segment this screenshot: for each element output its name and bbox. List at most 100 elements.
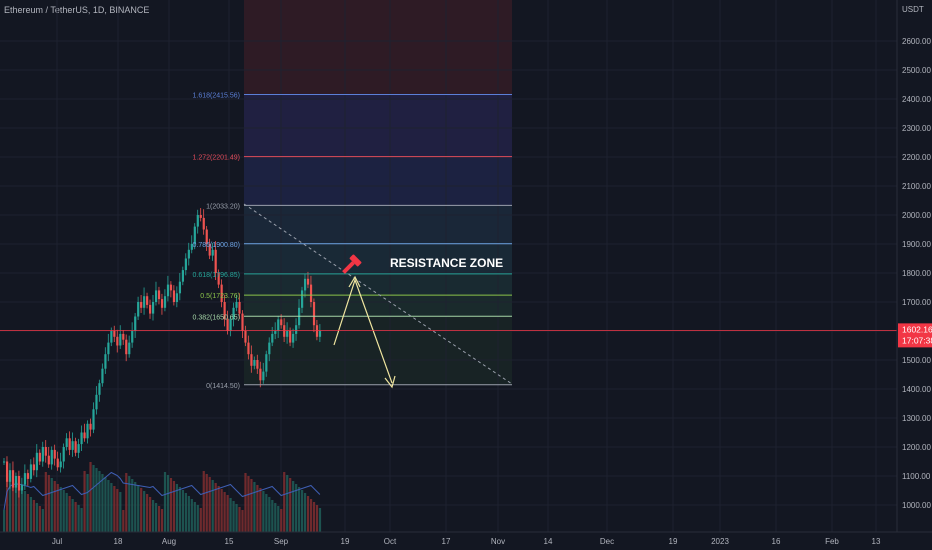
volume-bar [157,506,161,532]
volume-bar [199,508,202,532]
volume-bar [29,497,33,532]
candle-body [187,249,190,259]
candle-body [229,319,232,331]
candle-body [8,470,12,482]
candle-body [98,383,101,395]
volume-bar [259,488,262,532]
candle-body [113,331,116,337]
candle-body [205,229,208,244]
volume-bar [312,502,316,532]
price-tick-label: 1400.00 [902,385,931,394]
volume-bar [280,509,283,532]
candle-body [137,302,140,317]
candle-body [312,302,316,326]
candles [3,208,322,498]
volume-bar [271,500,274,532]
volume-bar [235,504,238,532]
volume-bar [83,471,86,532]
time-tick-label: Feb [825,537,839,546]
volume-bar [241,510,244,532]
volume-bar [74,502,77,532]
price-tick-label: 1500.00 [902,356,931,365]
volume-bar [56,484,59,532]
volume-bar [35,503,38,532]
candle-body [41,447,44,462]
volume-bar [223,492,226,532]
volume-bar [303,493,307,532]
candle-body [143,296,146,308]
volume-bar [110,483,113,532]
time-axis[interactable]: Jul 18 Aug 15 Sep 19 Oct 17 Nov 14 Dec 19 2023 16 Feb 1… [0,531,932,546]
price-tick-label: 2300.00 [902,124,931,133]
fib-label: 0.786(1900.80) [193,242,240,249]
volume-ma-line [3,471,321,511]
volume-bar [309,499,313,532]
volume-bar [253,482,256,532]
fib-label: 1(2033.20) [206,203,240,210]
candle-body [274,331,277,334]
volume-bar [315,505,319,532]
candle-body [154,290,158,302]
time-tick-label: Sep [274,537,289,546]
candle-body [289,331,292,343]
candle-body [196,215,199,227]
candle-body [202,217,205,230]
candle-body [140,302,143,308]
volume-bar [306,496,310,532]
volume-bar [220,489,223,532]
candle-body [53,449,56,459]
candle-body [271,333,274,343]
volume-bar [113,486,116,532]
time-tick-label: 13 [872,537,881,546]
volume-bar [229,498,232,532]
candle-body [208,244,211,256]
volume-bar [17,485,21,532]
volume-bar [154,503,158,532]
time-tick-label: 14 [544,537,553,546]
price-tick-label: 2400.00 [902,95,931,104]
volume-bar [187,496,190,532]
fib-levels[interactable]: 1.618(2415.56) 1.272(2201.49) 1(2033.20) 0.… [193,92,512,390]
price-axis-unit: USDT [902,5,924,14]
volume-bar [163,472,167,532]
time-tick-label: 18 [114,537,123,546]
volume-bar [77,505,80,532]
price-tick-label: 1800.00 [902,269,931,278]
candle-body [199,215,202,218]
volume-bar [265,494,268,532]
candle-body [253,360,256,366]
volume-bar [50,478,53,532]
price-axis[interactable]: USDT 2600.00 2500.00 2400.00 2300.00 2200.00 2… [896,0,931,532]
candle-body [277,319,280,331]
volume-bar [208,477,211,532]
candle-body [131,331,134,343]
candle-body [247,342,250,355]
candle-body [315,325,319,337]
current-price-tag: 1602.16 17:07:38 [898,323,932,348]
fib-label: 0.382(1650.65) [193,314,240,321]
candle-body [280,319,283,326]
candle-body [56,458,59,468]
candle-body [193,226,196,244]
candle-body [238,302,241,314]
volume-bar [247,476,250,532]
price-tick-label: 1000.00 [902,501,931,510]
candle-body [14,476,18,488]
projection-path[interactable] [333,275,396,389]
candle-body [241,313,244,331]
candle-body [232,307,235,320]
volume-bar [131,479,134,532]
volume-bar [41,509,44,532]
candle-body [256,360,259,369]
candle-body [283,325,286,337]
candle-body [157,290,161,300]
candle-body [146,296,149,305]
candle-body [262,371,265,381]
fib-label: 0(1414.50) [206,383,240,390]
candle-body [80,432,83,445]
volume-bar [196,505,199,532]
time-tick-label: Aug [162,537,176,546]
volume-bar [169,478,173,532]
